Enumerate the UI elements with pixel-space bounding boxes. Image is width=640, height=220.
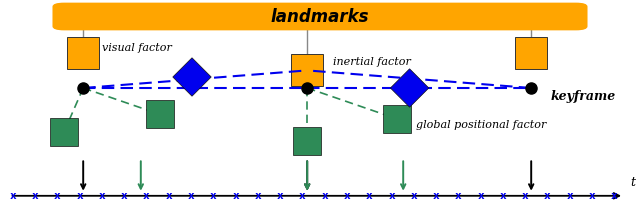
FancyBboxPatch shape <box>291 54 323 86</box>
Text: x: x <box>544 191 551 201</box>
Text: x: x <box>232 191 239 201</box>
Text: x: x <box>321 191 328 201</box>
Polygon shape <box>173 58 211 96</box>
Text: x: x <box>611 191 618 201</box>
Text: x: x <box>255 191 261 201</box>
Text: x: x <box>54 191 61 201</box>
Text: x: x <box>455 191 462 201</box>
Text: x: x <box>522 191 529 201</box>
FancyBboxPatch shape <box>515 37 547 69</box>
FancyBboxPatch shape <box>146 100 174 128</box>
Text: visual factor: visual factor <box>102 43 172 53</box>
Text: x: x <box>76 191 83 201</box>
Text: x: x <box>589 191 595 201</box>
Text: x: x <box>121 191 127 201</box>
Text: x: x <box>165 191 172 201</box>
FancyBboxPatch shape <box>50 118 78 146</box>
Polygon shape <box>390 69 429 107</box>
Text: keyframe: keyframe <box>550 90 616 103</box>
FancyBboxPatch shape <box>52 3 588 30</box>
FancyBboxPatch shape <box>67 37 99 69</box>
Text: x: x <box>99 191 106 201</box>
Text: inertial factor: inertial factor <box>333 57 411 67</box>
Text: x: x <box>277 191 284 201</box>
Text: x: x <box>344 191 350 201</box>
Text: landmarks: landmarks <box>271 7 369 26</box>
Text: x: x <box>143 191 150 201</box>
Text: x: x <box>500 191 506 201</box>
Text: x: x <box>477 191 484 201</box>
Text: x: x <box>388 191 395 201</box>
Text: x: x <box>299 191 306 201</box>
Text: x: x <box>10 191 16 201</box>
Text: x: x <box>410 191 417 201</box>
Text: global positional factor: global positional factor <box>416 120 547 130</box>
Text: t: t <box>630 176 636 189</box>
Text: x: x <box>433 191 440 201</box>
Text: x: x <box>32 191 38 201</box>
FancyBboxPatch shape <box>293 127 321 155</box>
Text: x: x <box>566 191 573 201</box>
Text: x: x <box>366 191 372 201</box>
Text: x: x <box>210 191 217 201</box>
FancyBboxPatch shape <box>383 105 411 133</box>
Text: x: x <box>188 191 195 201</box>
